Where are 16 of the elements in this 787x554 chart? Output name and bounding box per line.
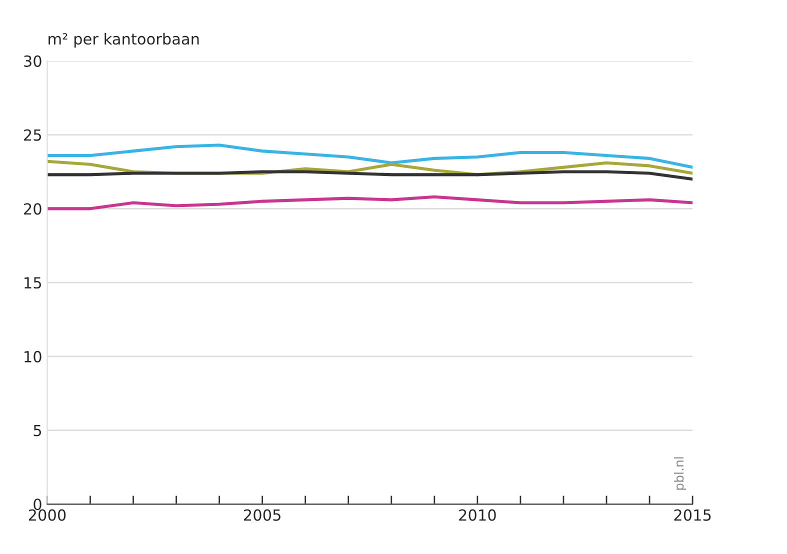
x-tick-label: 2010 xyxy=(459,509,496,521)
line-series xyxy=(47,170,693,181)
y-tick-label: 20 xyxy=(24,203,42,215)
y-tick-label: 25 xyxy=(24,129,42,141)
x-tick-label: 2015 xyxy=(674,509,711,521)
y-tick-label: 15 xyxy=(24,277,42,289)
line-series xyxy=(47,144,693,169)
x-tick-label: 2005 xyxy=(244,509,280,521)
y-tick-label: 30 xyxy=(24,55,42,67)
line-series xyxy=(47,195,693,210)
y-tick-label: 5 xyxy=(34,424,42,436)
annotation: pbl.nl xyxy=(674,457,686,490)
y-tick-label: 10 xyxy=(24,350,42,362)
x-tick-label: 2000 xyxy=(28,509,66,521)
y-tick-label: 0 xyxy=(34,498,42,510)
y-axis-title: m² per kantoorbaan xyxy=(48,32,199,48)
